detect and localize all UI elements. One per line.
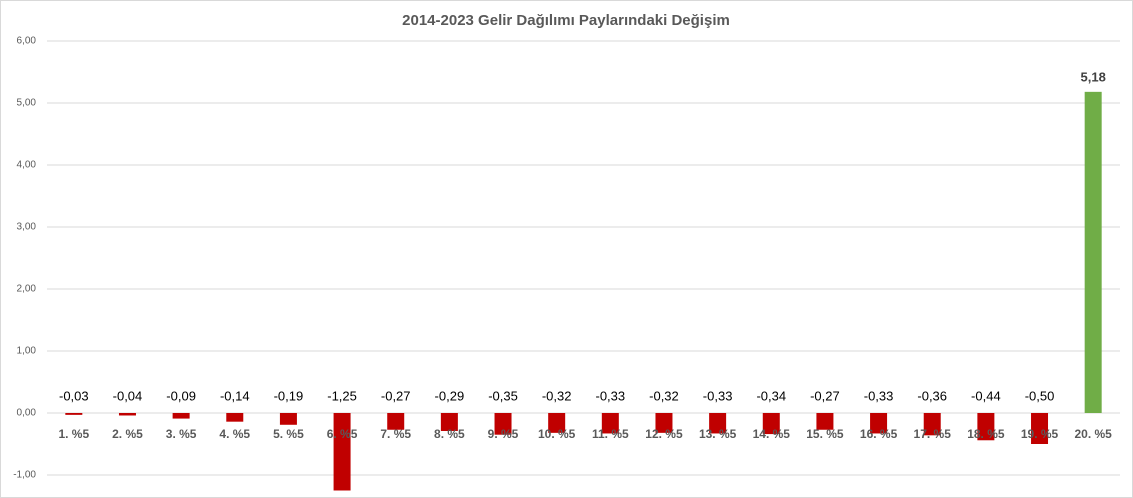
data-label: -0,03 xyxy=(59,388,89,403)
x-tick-label: 9. %5 xyxy=(488,427,519,441)
data-label: -0,44 xyxy=(971,388,1001,403)
data-label: -0,33 xyxy=(864,388,894,403)
bar xyxy=(655,413,673,433)
bar xyxy=(440,413,458,431)
x-tick-label: 3. %5 xyxy=(166,427,197,441)
x-tick-label: 17. %5 xyxy=(914,427,952,441)
y-tick-label: -1,00 xyxy=(13,470,36,481)
bar xyxy=(870,413,888,434)
data-label: -0,34 xyxy=(756,388,786,403)
y-tick-label: 2,00 xyxy=(17,284,37,295)
data-label: -0,27 xyxy=(810,388,840,403)
data-label: -0,32 xyxy=(542,388,572,403)
x-tick-label: 12. %5 xyxy=(645,427,683,441)
x-tick-label: 14. %5 xyxy=(753,427,791,441)
data-label: -0,33 xyxy=(703,388,733,403)
y-tick-label: 3,00 xyxy=(17,222,37,233)
x-tick-label: 10. %5 xyxy=(538,427,576,441)
x-tick-label: 20. %5 xyxy=(1074,427,1112,441)
bar xyxy=(118,413,136,416)
data-label: -0,50 xyxy=(1025,388,1055,403)
y-tick-label: 4,00 xyxy=(17,160,37,171)
data-label: -0,36 xyxy=(917,388,947,403)
bar xyxy=(1084,91,1102,413)
data-label: -1,25 xyxy=(327,388,357,403)
data-label: -0,14 xyxy=(220,388,250,403)
bar xyxy=(709,413,727,434)
y-tick-label: 5,00 xyxy=(17,98,37,109)
bar xyxy=(923,413,941,436)
bar xyxy=(172,413,190,419)
x-tick-label: 7. %5 xyxy=(380,427,411,441)
bar xyxy=(977,413,995,441)
x-tick-label: 18. %5 xyxy=(967,427,1005,441)
data-label: -0,19 xyxy=(274,388,304,403)
y-tick-label: 6,00 xyxy=(17,36,37,47)
bar xyxy=(333,413,351,491)
bar xyxy=(816,413,834,430)
data-label: -0,04 xyxy=(113,388,143,403)
x-tick-label: 15. %5 xyxy=(806,427,844,441)
bar xyxy=(1031,413,1049,444)
data-label: -0,32 xyxy=(649,388,679,403)
data-label: -0,29 xyxy=(435,388,465,403)
bar xyxy=(762,413,780,435)
x-tick-label: 4. %5 xyxy=(219,427,250,441)
bar xyxy=(548,413,566,433)
bar xyxy=(279,413,297,425)
bar xyxy=(65,413,83,415)
data-label: -0,33 xyxy=(596,388,626,403)
x-tick-label: 16. %5 xyxy=(860,427,898,441)
x-tick-label: 1. %5 xyxy=(58,427,89,441)
x-tick-label: 19. %5 xyxy=(1021,427,1059,441)
x-tick-label: 11. %5 xyxy=(592,427,629,441)
data-label: -0,35 xyxy=(488,388,518,403)
x-tick-label: 8. %5 xyxy=(434,427,465,441)
bar xyxy=(387,413,405,430)
data-label: 5,18 xyxy=(1081,69,1106,84)
data-label: -0,09 xyxy=(166,388,196,403)
y-tick-label: 1,00 xyxy=(17,346,37,357)
x-tick-label: 6. %5 xyxy=(327,427,358,441)
x-tick-label: 2. %5 xyxy=(112,427,143,441)
bar xyxy=(226,413,244,422)
x-tick-label: 13. %5 xyxy=(699,427,737,441)
bar xyxy=(601,413,619,434)
bar xyxy=(494,413,512,435)
chart-title: 2014-2023 Gelir Dağılımı Paylarındaki De… xyxy=(402,12,730,29)
x-tick-label: 5. %5 xyxy=(273,427,304,441)
y-tick-label: 0,00 xyxy=(17,408,37,419)
data-label: -0,27 xyxy=(381,388,411,403)
